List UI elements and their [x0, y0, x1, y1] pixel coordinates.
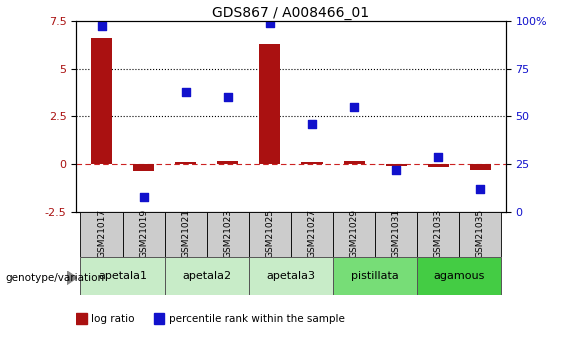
Bar	[164, 212, 207, 257]
Text: GSM21017: GSM21017	[97, 209, 106, 258]
Bar	[207, 212, 249, 257]
Text: apetala1: apetala1	[98, 271, 147, 281]
Text: GSM21021: GSM21021	[181, 209, 190, 258]
Bar	[375, 212, 418, 257]
Bar	[291, 212, 333, 257]
Point	[266, 20, 275, 26]
Point	[307, 121, 316, 127]
Bar	[80, 257, 164, 295]
Text: GSM21023: GSM21023	[223, 209, 232, 258]
Text: GSM21027: GSM21027	[307, 209, 316, 258]
Point	[392, 167, 401, 173]
Bar	[76, 313, 87, 324]
Text: pistillata: pistillata	[351, 271, 399, 281]
Point	[350, 104, 359, 110]
Text: apetala3: apetala3	[267, 271, 315, 281]
Bar	[470, 164, 491, 170]
Point	[476, 186, 485, 192]
Bar	[386, 164, 407, 166]
Title: GDS867 / A008466_01: GDS867 / A008466_01	[212, 6, 370, 20]
Text: GSM21031: GSM21031	[392, 209, 401, 258]
Point	[181, 89, 190, 94]
Point	[434, 154, 443, 159]
Text: GSM21029: GSM21029	[350, 209, 359, 258]
Bar	[249, 212, 291, 257]
Point	[223, 95, 232, 100]
Text: agamous: agamous	[434, 271, 485, 281]
Bar	[123, 212, 164, 257]
Bar	[333, 212, 375, 257]
Text: GSM21035: GSM21035	[476, 209, 485, 258]
Bar	[344, 161, 364, 164]
Bar	[418, 212, 459, 257]
Bar	[80, 212, 123, 257]
Text: GSM21025: GSM21025	[266, 209, 275, 258]
Bar	[218, 161, 238, 164]
Bar	[249, 257, 333, 295]
Bar	[333, 257, 418, 295]
Bar	[91, 38, 112, 164]
Bar	[302, 162, 323, 164]
Text: log ratio: log ratio	[92, 314, 135, 324]
Text: genotype/variation: genotype/variation	[6, 273, 105, 283]
Text: percentile rank within the sample: percentile rank within the sample	[168, 314, 345, 324]
Bar	[164, 257, 249, 295]
Bar	[459, 212, 502, 257]
Bar	[428, 164, 449, 167]
Bar	[418, 257, 502, 295]
Bar	[259, 44, 280, 164]
Point	[139, 194, 148, 200]
Bar	[133, 164, 154, 171]
Text: apetala2: apetala2	[182, 271, 231, 281]
Polygon shape	[67, 271, 77, 285]
Text: GSM21019: GSM21019	[139, 209, 148, 258]
Bar	[175, 162, 196, 164]
Point	[97, 24, 106, 29]
Bar	[154, 313, 164, 324]
Text: GSM21033: GSM21033	[434, 209, 443, 258]
